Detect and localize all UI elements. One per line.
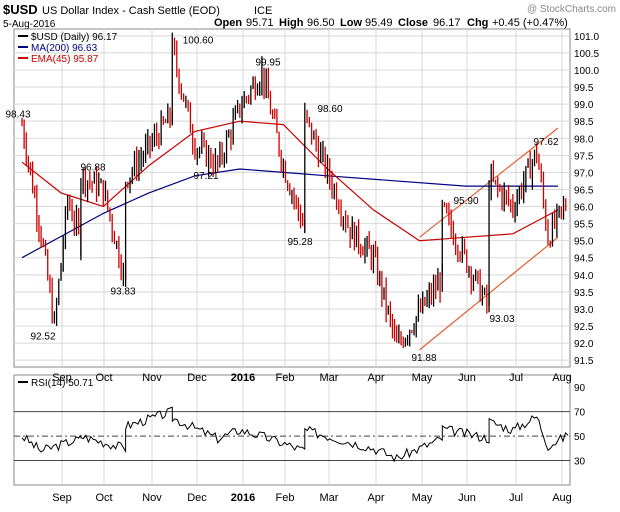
legend-ma200: MA(200) 96.63 [31,43,98,54]
price-x-tick: Jun [458,372,476,384]
price-y-tick: 95.5 [574,220,594,231]
ema45-line [21,120,559,242]
index-name: US Dollar Index - Cash Settle (EOD) [42,5,220,17]
price-legend: $USD (Daily) 96.17 MA(200) 96.63 EMA(45)… [18,32,118,65]
price-annotation: 92.52 [30,331,55,342]
price-y-tick: 92.5 [574,322,594,333]
low-value: 95.49 [365,17,393,29]
price-annotation: 97.21 [193,171,218,182]
rsi-legend: RSI(14) 50.71 [18,378,94,389]
price-x-tick: Jul [509,372,523,384]
price-y-tick: 93.0 [574,305,594,316]
price-annotation: 97.62 [533,137,558,148]
rsi-x-tick: Nov [142,492,162,504]
price-x-tick: May [412,372,433,384]
rsi-y-tick: 30 [574,457,586,468]
price-y-tick: 98.5 [574,117,594,128]
rsi-x-tick: Aug [552,492,572,504]
symbol-label: $USD [3,2,38,17]
price-annotation: 98.60 [317,104,342,115]
price-y-tick: 100.0 [574,66,599,77]
price-x-tick: 2016 [231,372,255,384]
rsi-x-tick: Dec [187,492,207,504]
close-value: 96.17 [433,17,461,29]
rsi-y-tick: 70 [574,408,586,419]
price-y-tick: 97.0 [574,168,594,179]
ma200-line [21,168,558,259]
price-y-tick: 96.0 [574,203,594,214]
price-annotation: 93.83 [110,287,135,298]
price-x-tick: Feb [276,372,295,384]
price-y-tick: 101.0 [574,32,599,43]
price-annotation: 93.03 [489,314,514,325]
price-y-tick: 94.0 [574,271,594,282]
price-y-tick: 97.5 [574,151,594,162]
rsi-y-tick: 50 [574,432,586,443]
price-x-tick: Mar [320,372,339,384]
open-label: Open [214,17,242,29]
price-y-tick: 91.5 [574,356,594,367]
rsi-x-tick: Apr [367,492,384,504]
price-x-tick: Sep [52,372,72,384]
open-value: 95.71 [246,17,274,29]
price-y-tick: 100.5 [574,49,599,60]
rsi-y-tick: 90 [574,383,586,394]
price-annotation: 95.28 [287,237,312,248]
price-y-tick: 94.5 [574,254,594,265]
rsi-x-tick: Oct [95,492,112,504]
rsi-x-tick: May [412,492,433,504]
watermark: @ StockCharts.com [527,4,616,15]
chg-value: +0.45 (+0.47%) [492,17,568,29]
rsi-x-tick: Feb [276,492,295,504]
low-label: Low [340,17,362,29]
price-y-tick: 99.5 [574,83,594,94]
price-x-tick: Oct [95,372,112,384]
legend-price: $USD (Daily) 96.17 [31,32,118,43]
price-y-tick: 96.5 [574,185,594,196]
price-annotation: 96.88 [80,162,105,173]
price-y-tick: 93.5 [574,288,594,299]
high-value: 96.50 [307,17,335,29]
rsi-x-tick: Mar [320,492,339,504]
high-label: High [279,17,304,29]
rsi-line [21,406,569,463]
price-x-tick: Apr [367,372,384,384]
rsi-x-tick: Sep [52,492,72,504]
rsi-x-tick: Jul [509,492,523,504]
price-annotation: 100.60 [183,35,214,46]
chg-label: Chg [467,17,488,29]
legend-rsi: RSI(14) 50.71 [31,378,94,389]
date-label: 5-Aug-2016 [3,19,56,30]
price-y-tick: 95.0 [574,237,594,248]
price-y-tick: 92.0 [574,339,594,350]
price-y-tick: 99.0 [574,100,594,111]
price-annotation: 98.43 [5,110,30,121]
exchange-label: ICE [254,5,272,17]
rsi-x-tick: 2016 [231,492,255,504]
price-annotation: 99.95 [255,58,280,69]
legend-ema45: EMA(45) 95.87 [31,54,99,65]
price-x-tick: Aug [552,372,572,384]
rsi-x-tick: Jun [458,492,476,504]
price-x-tick: Nov [142,372,162,384]
price-annotation: 95.90 [453,196,478,207]
price-x-tick: Dec [187,372,207,384]
rsi-panel [13,374,571,486]
close-label: Close [398,17,428,29]
price-y-tick: 98.0 [574,134,594,145]
price-annotation: 91.88 [411,353,436,364]
